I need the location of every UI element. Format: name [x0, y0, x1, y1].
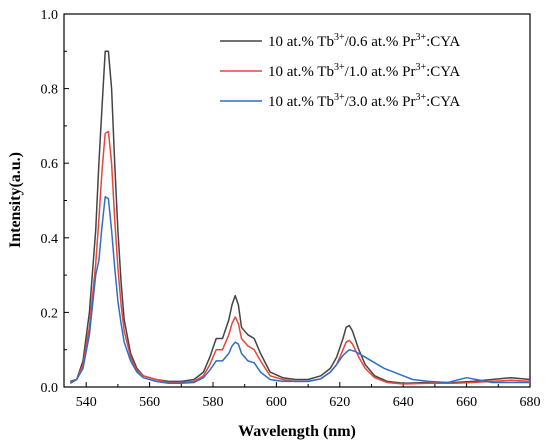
y-tick-label: 0.8 — [41, 83, 59, 98]
axis-ticks: 540 560 580 600 620 640 660 680 0.0 0.2 0.4 0.6 0.8 1… — [41, 8, 541, 410]
x-tick-label: 580 — [202, 395, 223, 410]
legend: 10 at.% Tb3+/0.6 at.% Pr3+:CYA 10 at.% Tb… — [220, 32, 460, 110]
x-tick-label: 560 — [139, 395, 160, 410]
x-tick-label: 540 — [76, 395, 97, 410]
x-axis-title: Wavelength (nm) — [238, 423, 356, 440]
x-tick-label: 600 — [266, 395, 287, 410]
y-tick-label: 0.4 — [41, 232, 59, 247]
y-axis-title: Intensity(a.u.) — [7, 152, 24, 248]
legend-label-3: 10 at.% Tb3+/3.0 at.% Pr3+:CYA — [268, 92, 460, 110]
series-lines — [69, 50, 531, 385]
x-tick-label: 660 — [456, 395, 477, 410]
legend-label-2: 10 at.% Tb3+/1.0 at.% Pr3+:CYA — [268, 62, 460, 80]
x-tick-label: 680 — [520, 395, 541, 410]
series-line-3 — [69, 196, 530, 385]
y-tick-label: 0.6 — [41, 157, 59, 172]
series-line-2 — [69, 130, 531, 385]
series-line-1 — [70, 50, 531, 385]
x-tick-label: 620 — [329, 395, 350, 410]
x-tick-label: 640 — [393, 395, 414, 410]
y-tick-label: 0.2 — [41, 306, 59, 321]
legend-label-1: 10 at.% Tb3+/0.6 at.% Pr3+:CYA — [268, 32, 460, 50]
y-tick-label: 0.0 — [41, 381, 59, 396]
y-tick-label: 1.0 — [41, 8, 59, 23]
